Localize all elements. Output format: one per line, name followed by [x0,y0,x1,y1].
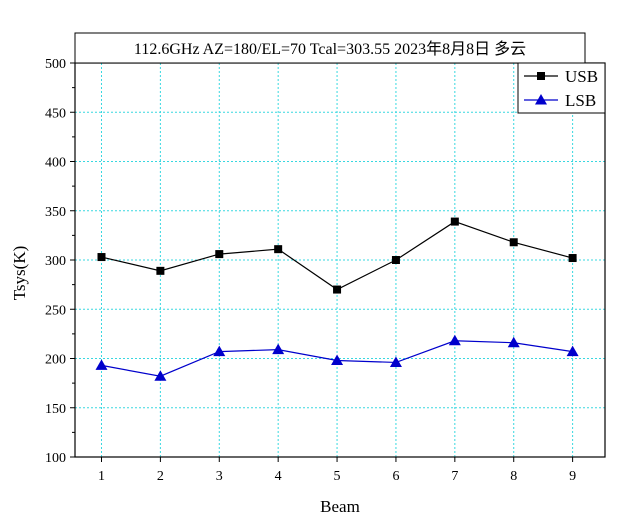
data-point-lsb [331,354,344,365]
legend-item-lsb: LSB [524,91,596,110]
data-point-lsb [389,356,402,367]
y-tick-label: 250 [45,303,66,318]
title-frame [74,32,586,64]
chart-title: 112.6GHz AZ=180/EL=70 Tcal=303.55 2023年8… [134,40,526,58]
legend-frame [517,62,606,114]
data-point-usb [274,245,283,254]
y-tick-label: 350 [45,205,66,220]
data-point-usb [333,285,342,294]
data-point-usb [97,253,106,262]
x-tick-label: 8 [510,469,517,484]
data-point-usb [450,217,459,226]
y-tick-label: 400 [45,156,66,171]
data-point-lsb [272,343,285,355]
data-point-lsb [507,336,520,348]
x-tick-label: 9 [569,469,576,484]
y-axis-label: Tsys(K) [10,246,29,301]
series-layer [95,217,579,381]
data-point-usb [568,254,577,263]
data-point-usb [509,238,518,247]
data-point-lsb [448,334,461,346]
data-point-lsb [566,345,579,357]
x-tick-label: 5 [334,469,341,484]
x-tick-label: 4 [275,469,282,484]
y-tick-label: 300 [45,254,66,269]
legend: USB LSB [517,62,606,114]
ticks-layer: 100 150 200 250 300 350 400 450 500 1 2 3 4 5 6 7 8 9 [45,57,576,484]
y-tick-label: 200 [45,353,66,368]
legend-item-usb: USB [524,67,598,86]
legend-marker-lsb [535,94,547,105]
x-tick-label: 1 [98,469,105,484]
data-point-usb [156,266,165,275]
data-point-lsb [95,359,108,370]
x-axis-label: Beam [320,497,360,516]
x-tick-label: 3 [216,469,223,484]
x-tick-label: 2 [157,469,164,484]
grid-layer [75,63,605,457]
data-point-lsb [213,345,226,357]
title-box: 112.6GHz AZ=180/EL=70 Tcal=303.55 2023年8… [74,32,586,64]
data-point-lsb [154,370,167,381]
legend-label-lsb: LSB [565,91,596,110]
data-point-usb [391,256,400,264]
data-point-usb [215,250,224,259]
legend-label-usb: USB [565,67,598,86]
series-lsb [95,334,579,381]
y-tick-label: 100 [45,451,66,466]
legend-marker-usb [537,72,545,80]
series-usb [97,217,577,294]
x-tick-label: 7 [451,469,458,484]
x-tick-label: 6 [392,469,399,484]
y-tick-label: 150 [45,402,66,417]
y-tick-label: 450 [45,106,66,121]
y-tick-label: 500 [45,57,66,72]
